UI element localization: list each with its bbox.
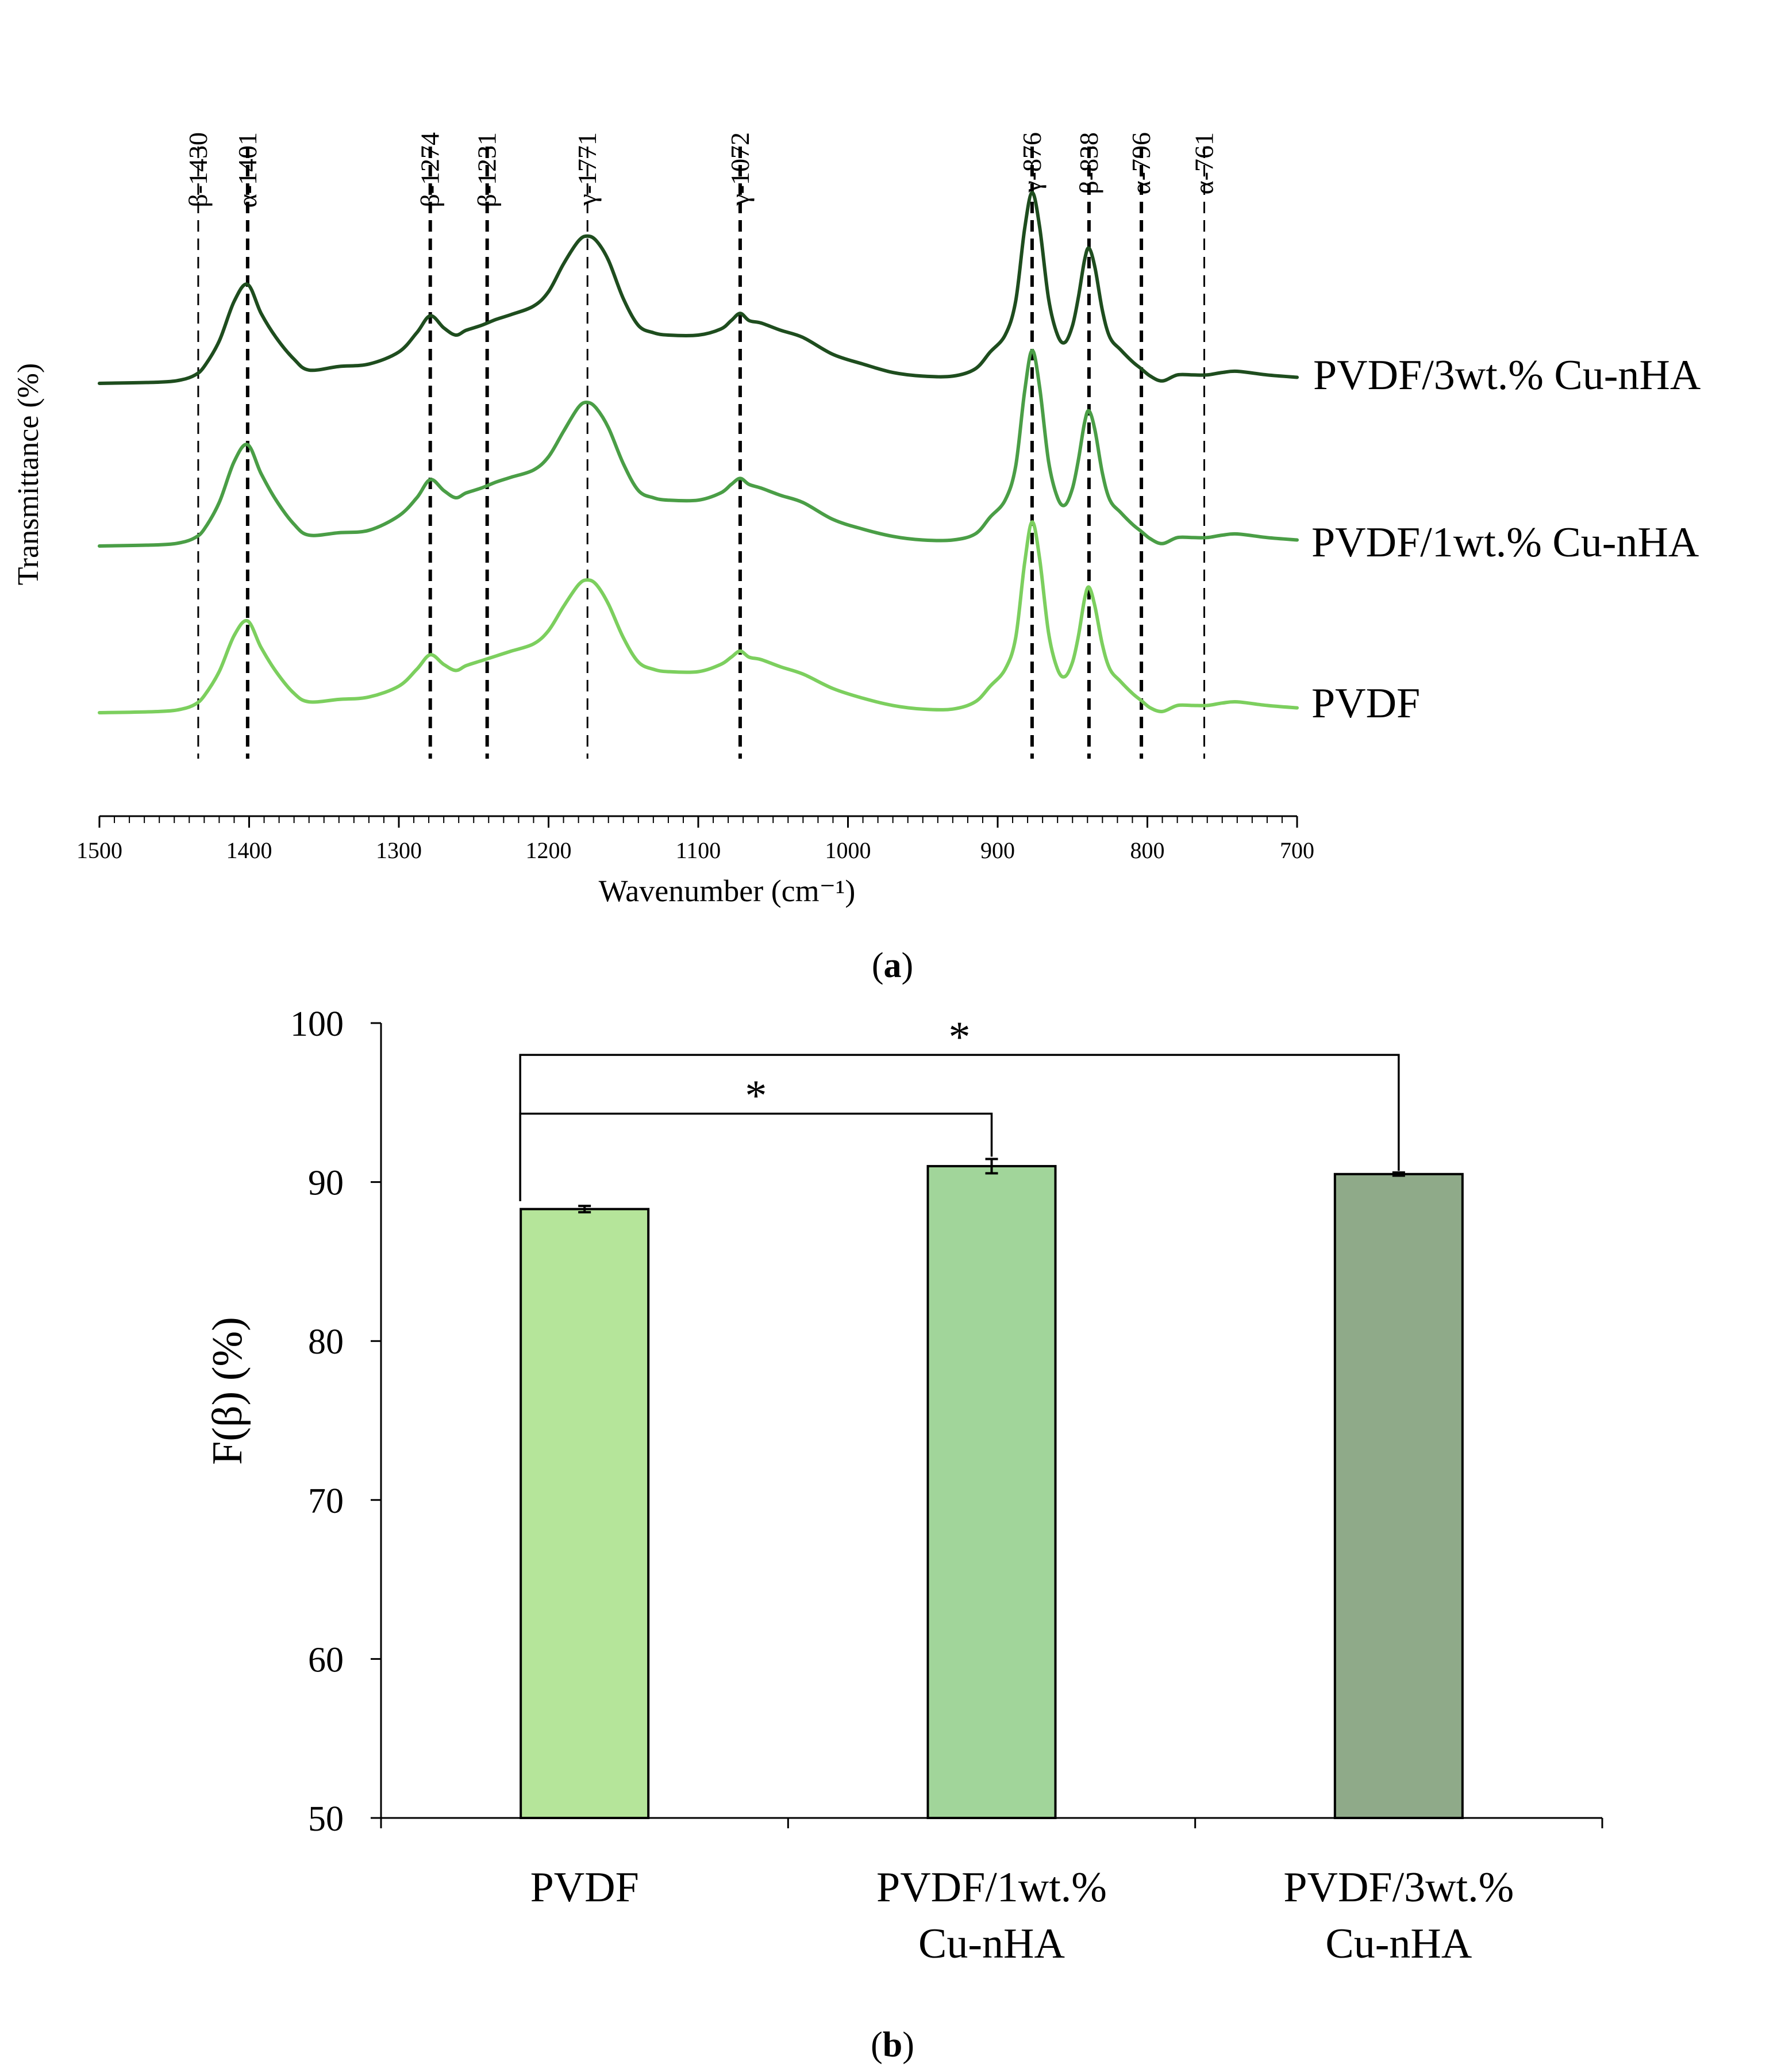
panel-a-ftir-chart: Transmittance (%) β-1430 α-1401 β-1274 β-12… <box>12 132 1701 985</box>
panel-a-x-tick-label: 1100 <box>676 837 721 863</box>
peak-marker-labels: β-1430 α-1401 β-1274 β-1231 γ-1771 γ-1072 γ-87… <box>183 132 1219 207</box>
panel-a-caption: (a) <box>872 946 913 985</box>
panel-a-x-tick-label: 800 <box>1130 837 1165 863</box>
bar-1 <box>926 1164 1057 1819</box>
significance-bracket-0 <box>519 1112 993 1201</box>
panel-a-x-ticks <box>98 816 1298 828</box>
peak-marker-label: α-796 <box>1126 132 1156 194</box>
peak-marker-label: α-1401 <box>233 132 262 207</box>
error-bar-0 <box>578 1205 591 1214</box>
series-label-pvdf-3wt: PVDF/3wt.% Cu-nHA <box>1313 352 1701 399</box>
significance-star: * <box>949 1013 971 1061</box>
panel-b-bars <box>520 1164 1464 1820</box>
panel-b-y-tick-label: 50 <box>308 1800 344 1839</box>
significance-star: * <box>745 1072 767 1120</box>
series-label-pvdf-1wt: PVDF/1wt.% Cu-nHA <box>1311 519 1699 566</box>
spectrum-line-1 <box>98 348 1299 548</box>
panel-b-y-tick-label: 90 <box>308 1164 344 1203</box>
panel-b-y-tick-label: 60 <box>308 1640 344 1679</box>
peak-marker-label: α-761 <box>1189 132 1218 194</box>
panel-b-y-tick-label: 80 <box>308 1323 344 1362</box>
panel-b-category-labels: PVDF PVDF/1wt.% Cu-nHA PVDF/3wt.% Cu-nHA <box>530 1864 1514 1967</box>
peak-marker-label: β-1274 <box>416 132 445 207</box>
panel-a-x-tick-label: 1300 <box>376 837 422 863</box>
peak-marker-label: γ-1072 <box>725 132 755 206</box>
category-label: PVDF <box>530 1864 639 1911</box>
spectra-traces <box>98 191 1299 714</box>
panel-a-xlabel: Wavenumber (cm⁻¹) <box>599 874 856 908</box>
panel-b-y-tick-labels: 50 60 70 80 90 100 <box>290 1005 344 1839</box>
panel-b-error-bars <box>578 1158 1405 1214</box>
spectrum-line-0 <box>98 191 1299 385</box>
peak-marker-label: γ-876 <box>1017 132 1047 193</box>
panel-a-ylabel: Transmittance (%) <box>12 363 45 586</box>
panel-a-x-tick-labels: 1500 1400 1300 1200 1100 1000 900 800 700 <box>76 837 1314 863</box>
category-label: Cu-nHA <box>1325 1920 1472 1967</box>
peak-marker-label: β-838 <box>1074 132 1103 194</box>
panel-b-x-ticks <box>380 1818 1603 1828</box>
category-label: PVDF/1wt.% <box>876 1864 1107 1911</box>
error-bar-2 <box>1392 1171 1405 1177</box>
significance-bracket-1 <box>519 1054 1400 1201</box>
category-label: PVDF/3wt.% <box>1283 1864 1514 1911</box>
spectrum-line-2 <box>98 520 1299 714</box>
peak-marker-label: β-1430 <box>183 132 213 207</box>
panel-b-ylabel: F(β) (%) <box>204 1317 251 1465</box>
panel-a-x-tick-label: 1000 <box>825 837 871 863</box>
bar-2 <box>1333 1173 1464 1819</box>
peak-marker-label: γ-1771 <box>572 132 602 206</box>
panel-a-letter: a <box>884 946 902 985</box>
panel-a-x-tick-label: 1200 <box>526 837 572 863</box>
panel-a-x-tick-label: 900 <box>980 837 1015 863</box>
category-label: Cu-nHA <box>918 1920 1065 1967</box>
panel-b-caption: (b) <box>871 2025 914 2065</box>
series-label-pvdf: PVDF <box>1311 680 1420 727</box>
panel-b-y-tick-label: 100 <box>290 1005 344 1044</box>
error-bar-1 <box>985 1158 998 1175</box>
panel-a-x-tick-label: 1400 <box>226 837 272 863</box>
panel-b-y-ticks <box>371 1022 381 1819</box>
bar-0 <box>520 1208 650 1820</box>
panel-b-y-tick-label: 70 <box>308 1482 344 1521</box>
peak-marker-label: β-1231 <box>472 132 502 207</box>
peak-marker-lines <box>197 147 1205 759</box>
panel-b-letter: b <box>883 2025 902 2065</box>
panel-a-x-tick-label: 700 <box>1280 837 1314 863</box>
panel-b-significance-brackets: ** <box>519 1013 1400 1201</box>
panel-a-x-tick-label: 1500 <box>76 837 122 863</box>
